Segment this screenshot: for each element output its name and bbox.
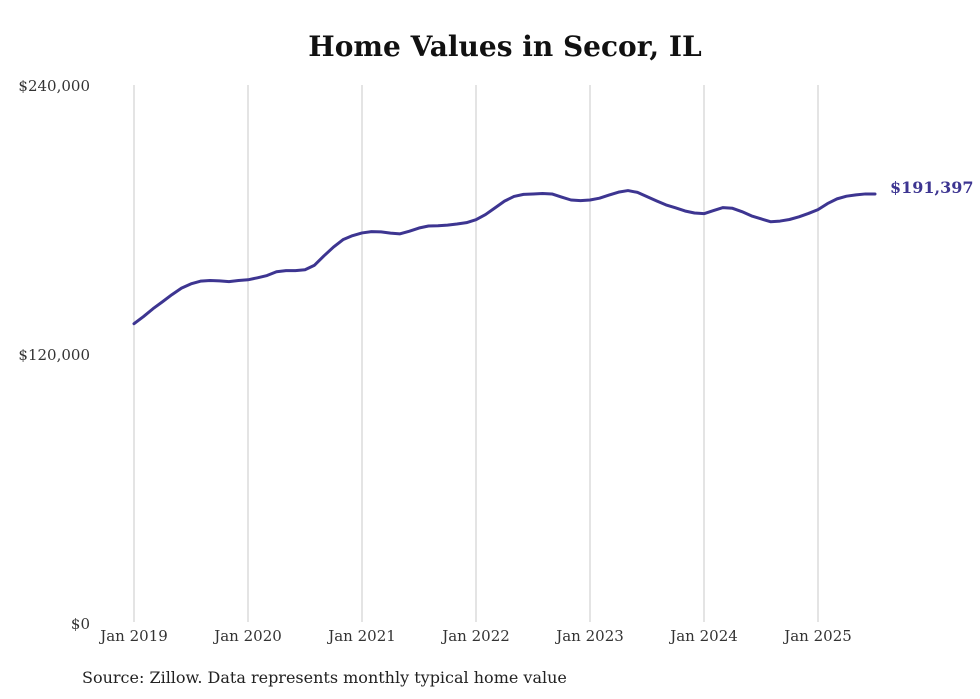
y-tick-label: $240,000: [18, 77, 90, 95]
source-note: Source: Zillow. Data represents monthly …: [82, 668, 567, 687]
x-tick-label: Jan 2023: [554, 627, 624, 645]
x-tick-label: Jan 2020: [212, 627, 282, 645]
x-tick-label: Jan 2024: [668, 627, 738, 645]
y-axis-tick-labels: $0 $120,000 $240,000: [18, 77, 90, 633]
end-value-label: $191,397: [890, 178, 974, 197]
end-label-layer: $191,397: [890, 178, 974, 197]
chart-title: Home Values in Secor, IL: [308, 30, 702, 63]
x-axis-tick-labels: Jan 2019 Jan 2020 Jan 2021 Jan 2022 Jan 2023…: [98, 627, 852, 645]
y-tick-label: $0: [71, 615, 90, 633]
y-tick-label: $120,000: [18, 346, 90, 364]
x-tick-label: Jan 2022: [440, 627, 510, 645]
vertical-gridlines: [133, 85, 819, 622]
series-layer: [132, 189, 877, 326]
x-tick-label: Jan 2019: [98, 627, 168, 645]
x-tick-label: Jan 2021: [326, 627, 396, 645]
x-tick-label: Jan 2025: [782, 627, 852, 645]
series-line: [132, 189, 877, 326]
